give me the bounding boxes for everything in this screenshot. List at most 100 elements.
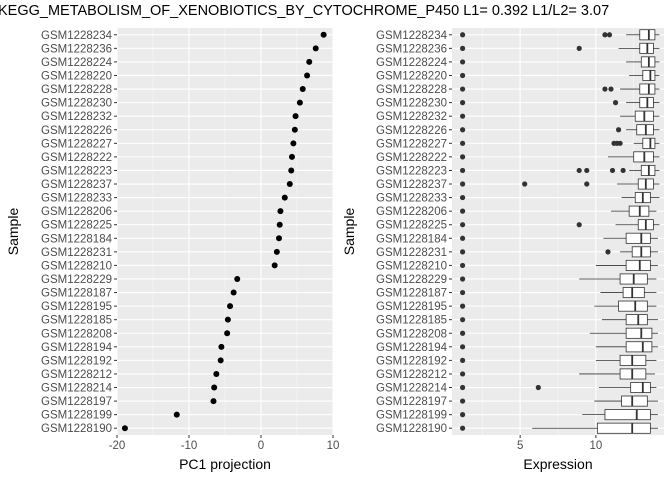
sample-label-gsm1228230: GSM1228230 [376,98,447,110]
box-iqr [639,83,656,95]
point-gsm1228234 [320,31,327,38]
sample-label-gsm1228223: GSM1228223 [41,165,112,177]
boxplot-gsm1228194 [460,341,658,353]
outlier-point [460,425,466,431]
box-iqr [618,300,648,312]
sample-label-gsm1228223: GSM1228223 [376,165,447,177]
outlier-point [602,86,608,92]
expression-x-tick-labels: 5 10 [517,435,602,452]
sample-label-gsm1228236: GSM1228236 [41,43,112,55]
sample-label-gsm1228192: GSM1228192 [376,355,447,367]
sample-label-gsm1228195: GSM1228195 [376,301,447,313]
sample-label-gsm1228199: GSM1228199 [41,410,112,422]
boxplot-gsm1228224 [460,56,660,68]
outlier-point [605,249,611,255]
outlier-point [460,208,466,214]
sample-label-gsm1228225: GSM1228225 [41,220,112,232]
box-iqr [596,422,651,434]
outlier-point [460,100,466,106]
boxplot-gsm1228231 [460,246,658,258]
outlier-point [460,86,466,92]
sample-label-gsm1228232: GSM1228232 [376,111,447,123]
outlier-point [584,167,590,174]
outlier-point [576,222,582,228]
outlier-point [584,181,590,187]
outlier-point [460,154,466,160]
sample-label-gsm1228229: GSM1228229 [41,274,112,286]
boxplot-gsm1228184 [460,232,658,244]
outlier-point [460,262,466,269]
outlier-point [606,32,613,38]
boxplot-gsm1228228 [460,83,660,95]
outlier-point [602,32,608,38]
point-gsm1228197 [210,398,217,405]
outlier-point [460,59,466,65]
outlier-point [460,303,466,309]
box-iqr [622,287,645,299]
outlier-point [612,100,619,106]
sample-label-gsm1228185: GSM1228185 [41,315,112,327]
sample-label-gsm1228227: GSM1228227 [41,138,112,150]
boxplot-gsm1228214 [460,382,657,394]
sample-label-gsm1228231: GSM1228231 [41,247,112,259]
box-iqr [639,29,656,41]
box-iqr [625,259,651,271]
outlier-point [460,330,466,336]
sample-label-gsm1228234: GSM1228234 [376,30,448,42]
boxplot-gsm1228227 [460,137,660,149]
outlier-point [460,289,466,296]
sample-label-gsm1228233: GSM1228233 [376,193,447,205]
sample-label-gsm1228236: GSM1228236 [376,43,447,55]
sample-label-gsm1228228: GSM1228228 [41,84,112,96]
sample-label-gsm1228220: GSM1228220 [376,70,447,82]
boxplot-gsm1228223 [460,164,660,176]
x-tick-label: -10 [181,440,198,452]
point-gsm1228210 [271,262,278,269]
expression-boxplots [460,29,660,434]
box-iqr [642,137,656,149]
boxplot-gsm1228212 [460,368,655,380]
outlier-point [460,344,466,350]
box-iqr [621,395,648,407]
point-gsm1228223 [288,167,295,174]
sample-label-gsm1228190: GSM1228190 [376,423,447,435]
sample-label-gsm1228232: GSM1228232 [41,111,112,123]
point-gsm1228225 [276,221,283,228]
outlier-point [460,276,466,282]
point-gsm1228208 [224,330,231,337]
point-gsm1228195 [227,303,234,310]
sample-label-gsm1228184: GSM1228184 [376,233,448,245]
box-iqr [630,382,651,394]
sample-label-gsm1228210: GSM1228210 [41,260,112,272]
sample-label-gsm1228228: GSM1228228 [376,84,447,96]
boxplot-gsm1228226 [460,124,660,136]
point-gsm1228220 [304,72,311,79]
boxplot-gsm1228195 [460,300,657,312]
point-gsm1228233 [281,194,288,201]
sample-label-gsm1228230: GSM1228230 [41,98,112,110]
sample-label-gsm1228225: GSM1228225 [376,220,447,232]
boxplot-gsm1228225 [460,219,660,231]
sample-label-gsm1228229: GSM1228229 [376,274,447,286]
outlier-point [460,113,466,119]
point-gsm1228190 [121,425,128,432]
point-gsm1228212 [213,370,220,377]
outlier-point [460,357,466,363]
sample-label-gsm1228231: GSM1228231 [376,247,447,259]
sample-label-gsm1228208: GSM1228208 [376,328,447,340]
point-gsm1228228 [299,86,306,93]
pc1-x-tick-labels: -20 -10 0 10 [109,435,339,452]
boxplot-gsm1228220 [460,69,660,81]
sample-label-gsm1228195: GSM1228195 [41,301,112,313]
outlier-point [576,167,582,174]
point-gsm1228206 [277,208,284,215]
outlier-point [460,45,466,51]
point-gsm1228222 [288,153,295,160]
boxplot-gsm1228234 [460,29,660,41]
boxplot-gsm1228236 [460,42,660,54]
boxplot-gsm1228232 [460,110,660,122]
outlier-point [460,72,466,79]
point-gsm1228194 [218,343,225,350]
sample-label-gsm1228220: GSM1228220 [41,70,112,82]
point-gsm1228232 [292,113,299,120]
